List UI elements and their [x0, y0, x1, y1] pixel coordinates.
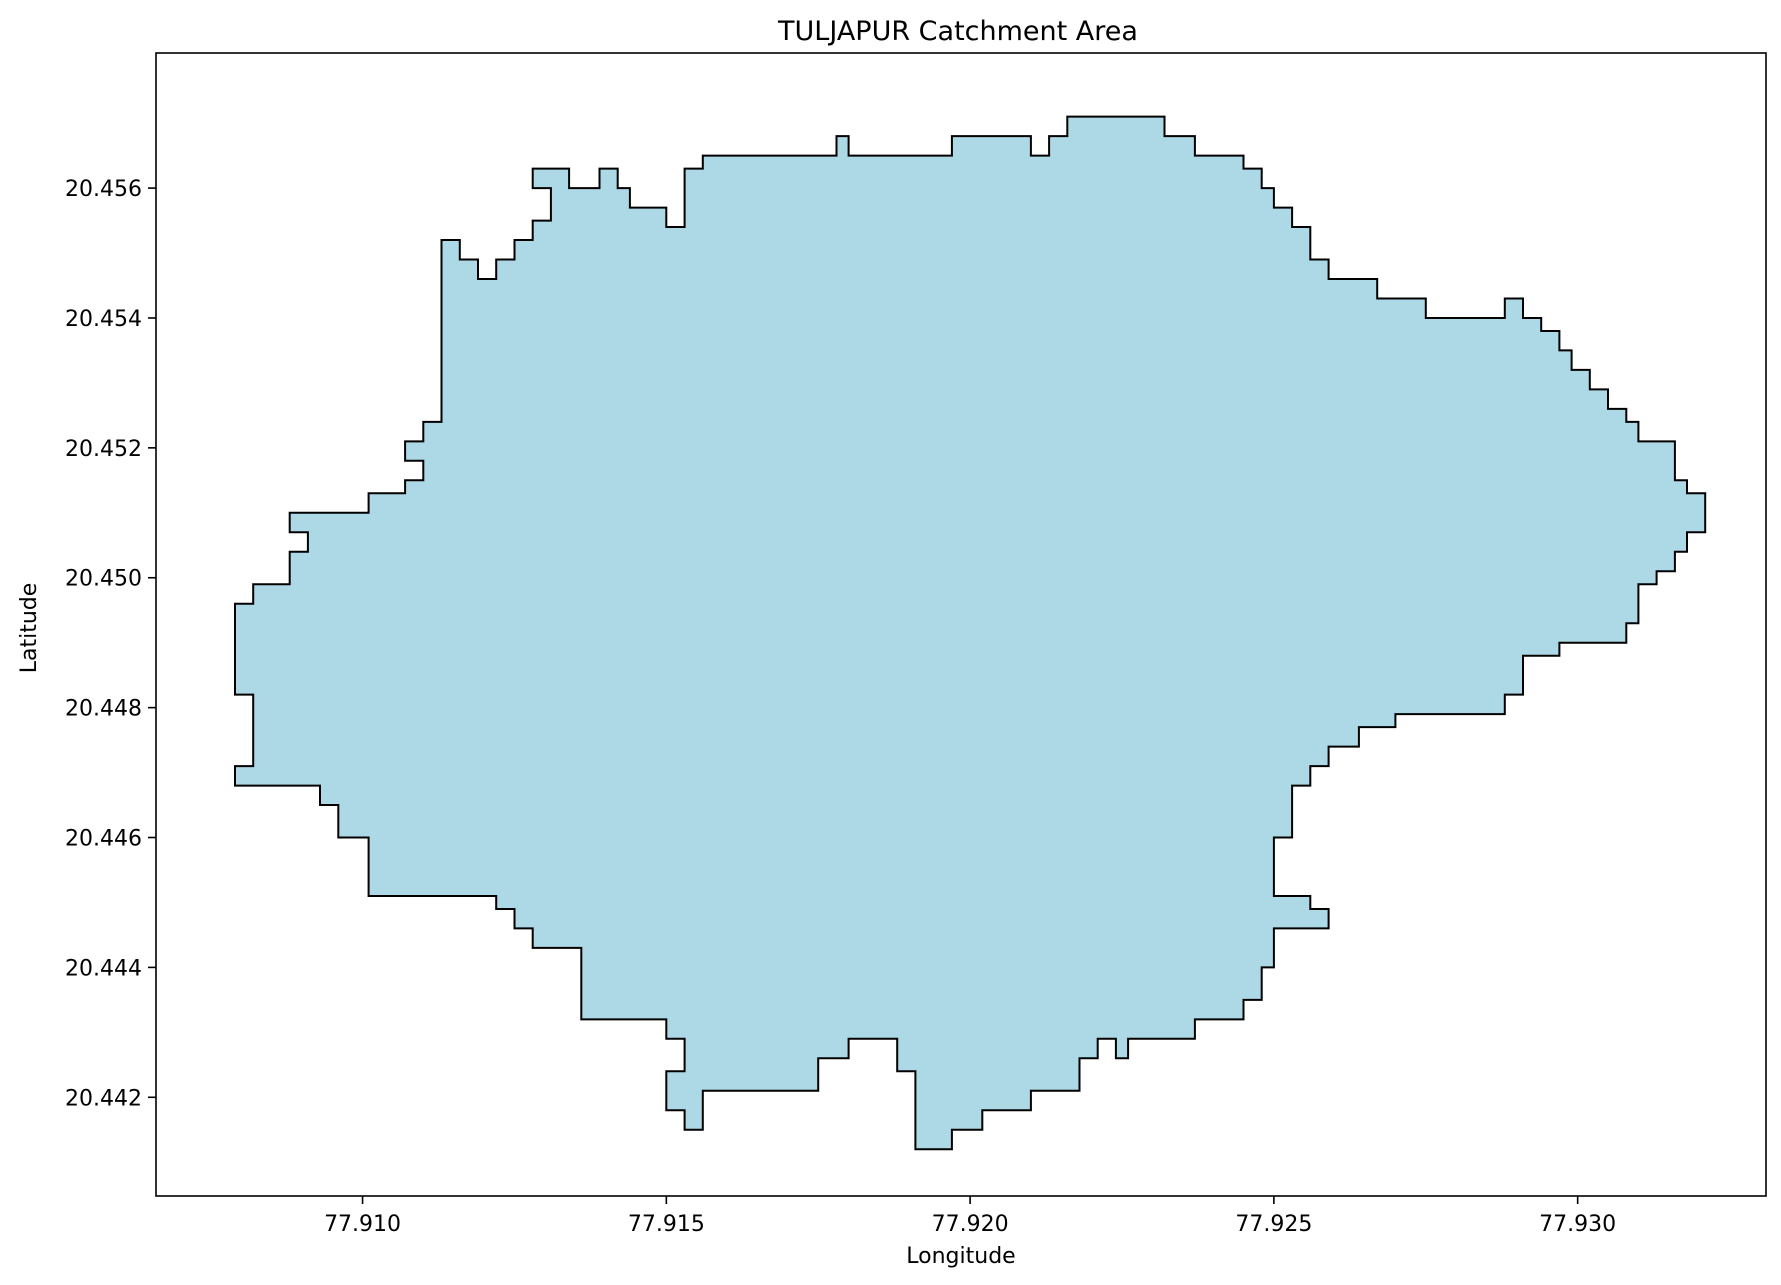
x-axis-label: Longitude — [906, 1244, 1015, 1269]
x-tick-label: 77.920 — [932, 1212, 1009, 1237]
y-tick-label: 20.444 — [65, 956, 142, 981]
x-tick-label: 77.925 — [1235, 1212, 1312, 1237]
axes-frame — [155, 52, 1767, 1197]
y-axis-ticks: 20.442 20.444 20.446 20.448 20.450 20.452 20.4… — [65, 177, 156, 1111]
chart-title: TULJAPUR Catchment Area — [777, 16, 1138, 47]
y-axis-label: Latitude — [17, 583, 42, 674]
x-tick-label: 77.910 — [324, 1212, 401, 1237]
y-tick-label: 20.456 — [65, 177, 142, 202]
y-tick-label: 20.454 — [65, 307, 142, 332]
y-tick-label: 20.448 — [65, 697, 142, 722]
catchment-polygon — [234, 115, 1707, 1151]
plot-area — [234, 115, 1707, 1151]
y-tick-label: 20.446 — [65, 827, 142, 852]
y-tick-label: 20.452 — [65, 437, 142, 462]
x-tick-label: 77.915 — [628, 1212, 705, 1237]
x-tick-label: 77.930 — [1539, 1212, 1616, 1237]
y-tick-label: 20.442 — [65, 1086, 142, 1111]
y-tick-label: 20.450 — [65, 567, 142, 592]
x-axis-ticks: 77.910 77.915 77.920 77.925 77.930 — [324, 1196, 1616, 1237]
